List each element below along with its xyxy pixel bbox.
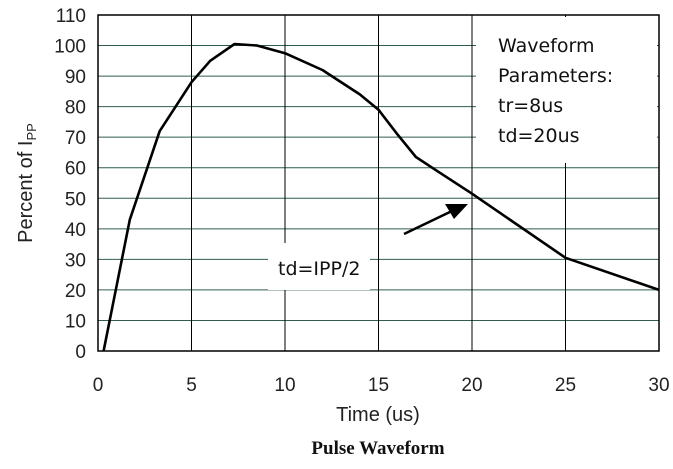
y-axis-title-subscript: PP	[24, 123, 39, 140]
y-tick-label-3: 30	[65, 250, 86, 271]
y-tick-label-9: 90	[65, 67, 86, 88]
y-tick-label-10: 100	[54, 37, 86, 58]
y-tick-label-8: 80	[65, 98, 86, 119]
y-tick-label-11: 110	[56, 6, 86, 27]
param-line-3: tr=8us	[498, 95, 563, 117]
x-tick-label-0: 0	[93, 375, 104, 396]
param-line-4: td=20us	[498, 125, 580, 147]
y-axis-title-main: Percent of I	[15, 141, 37, 243]
y-tick-label-1: 10	[65, 311, 86, 332]
plot-frame	[97, 14, 660, 352]
y-axis-title: Percent of IPP	[15, 123, 39, 243]
x-tick-label-3: 15	[368, 375, 389, 396]
td-arrow-head	[445, 204, 468, 219]
param-line-2: Parameters:	[498, 65, 613, 87]
y-tick-label-2: 20	[65, 281, 86, 302]
parameters-box	[476, 17, 657, 163]
y-axis-tick-labels: 0 10 20 30 40 50 60 70 80 90 100 110	[54, 6, 86, 363]
td-label: td=IPP/2	[278, 258, 360, 280]
y-tick-label-5: 50	[65, 189, 86, 210]
y-tick-label-0: 0	[75, 342, 86, 363]
series-line-0	[102, 42, 660, 352]
y-tick-label-7: 70	[65, 128, 86, 149]
x-tick-label-4: 20	[461, 375, 482, 396]
x-tick-label-5: 25	[555, 375, 576, 396]
chart-title: Pulse Waveform	[311, 438, 444, 459]
x-tick-label-6: 30	[648, 375, 669, 396]
series-layer	[102, 42, 660, 352]
td-arrow-line	[403, 209, 453, 236]
y-tick-label-6: 60	[65, 159, 86, 180]
param-line-1: Waveform	[498, 35, 594, 57]
td-label-box	[268, 243, 370, 290]
x-axis-tick-labels: 0 5 10 15 20 25 30	[93, 375, 670, 396]
x-tick-label-1: 5	[186, 375, 197, 396]
x-axis-title: Time (us)	[336, 404, 420, 426]
vertical-gridlines	[191, 15, 566, 351]
y-tick-label-4: 40	[65, 220, 86, 241]
x-tick-label-2: 10	[274, 375, 295, 396]
